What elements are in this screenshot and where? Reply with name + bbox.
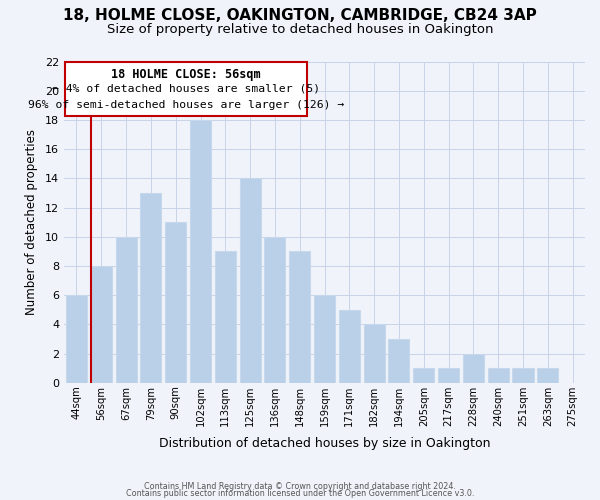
- Y-axis label: Number of detached properties: Number of detached properties: [25, 129, 38, 315]
- Bar: [66, 295, 87, 382]
- Bar: [165, 222, 186, 382]
- Text: Contains HM Land Registry data © Crown copyright and database right 2024.: Contains HM Land Registry data © Crown c…: [144, 482, 456, 491]
- Bar: [388, 339, 409, 382]
- Bar: [438, 368, 459, 382]
- Bar: [463, 354, 484, 382]
- Text: Size of property relative to detached houses in Oakington: Size of property relative to detached ho…: [107, 22, 493, 36]
- Text: 18 HOLME CLOSE: 56sqm: 18 HOLME CLOSE: 56sqm: [112, 68, 261, 81]
- Bar: [239, 178, 260, 382]
- Bar: [190, 120, 211, 382]
- Bar: [339, 310, 360, 382]
- Bar: [413, 368, 434, 382]
- Bar: [364, 324, 385, 382]
- Bar: [537, 368, 559, 382]
- Bar: [116, 236, 137, 382]
- Bar: [314, 295, 335, 382]
- Bar: [91, 266, 112, 382]
- Text: ← 4% of detached houses are smaller (5): ← 4% of detached houses are smaller (5): [52, 83, 320, 93]
- X-axis label: Distribution of detached houses by size in Oakington: Distribution of detached houses by size …: [159, 437, 490, 450]
- Text: 96% of semi-detached houses are larger (126) →: 96% of semi-detached houses are larger (…: [28, 100, 344, 110]
- Bar: [140, 193, 161, 382]
- Bar: [215, 252, 236, 382]
- Bar: [265, 236, 286, 382]
- FancyBboxPatch shape: [65, 62, 307, 116]
- Text: Contains public sector information licensed under the Open Government Licence v3: Contains public sector information licen…: [126, 490, 474, 498]
- Bar: [289, 252, 310, 382]
- Bar: [512, 368, 533, 382]
- Text: 18, HOLME CLOSE, OAKINGTON, CAMBRIDGE, CB24 3AP: 18, HOLME CLOSE, OAKINGTON, CAMBRIDGE, C…: [63, 8, 537, 22]
- Bar: [488, 368, 509, 382]
